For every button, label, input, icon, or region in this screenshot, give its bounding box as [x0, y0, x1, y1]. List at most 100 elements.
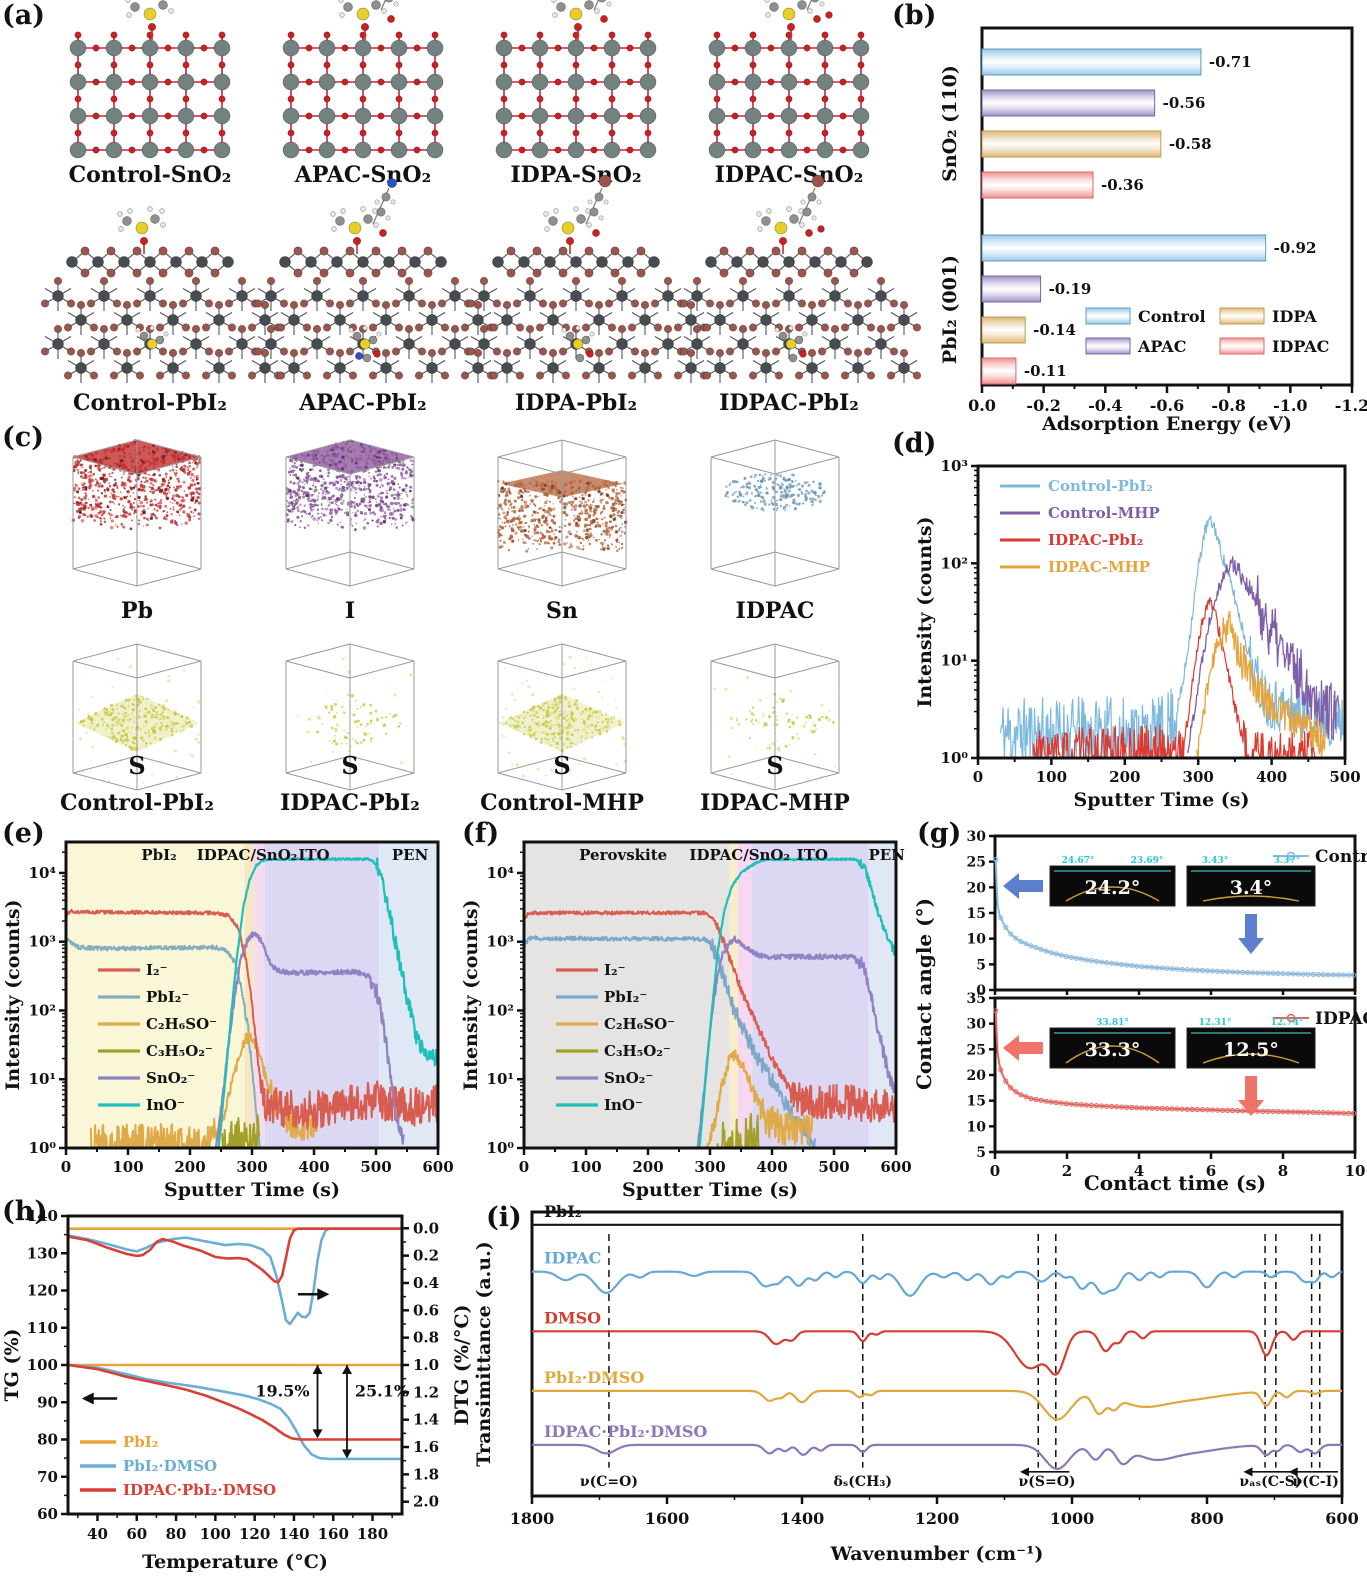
- y-tick-label: 25: [967, 1042, 986, 1058]
- x-tick-label: 500: [360, 1158, 391, 1176]
- vibration-mode-label: νₐₛ(C-S): [1239, 1474, 1301, 1490]
- panel-f-chart: 0 100 200 300 400 500 600 10⁰ 10¹ 10² 10³ 10⁴ Sputte…: [460, 840, 912, 1201]
- panel-f: (f) 0 100 200 300 400 500 600 10⁰ 10¹ 10² 10³ 10⁴ Sp…: [460, 818, 915, 1201]
- panel-g-label: (g): [917, 818, 962, 849]
- structure-idpac-SnO2: [708, 0, 870, 159]
- legend-label: IDPAC·PbI₂·DMSO: [123, 1481, 276, 1499]
- x-tick-label: 600: [880, 1158, 911, 1176]
- y-tick-label: 10: [967, 932, 987, 948]
- x-tick-label: 500: [818, 1158, 849, 1176]
- region-band: [524, 842, 730, 1148]
- region-label: ITO: [298, 846, 329, 864]
- y-tick-label: 10³: [941, 457, 968, 475]
- element-label: S: [128, 751, 145, 780]
- apt-box-S-IDPAC-PbI₂: [285, 643, 415, 791]
- series-I₂⁻: [65, 908, 439, 1130]
- panel-h-label: (h): [2, 1196, 48, 1227]
- left-arrow: [1003, 1035, 1043, 1061]
- y-tick-label: 5: [976, 1145, 986, 1161]
- region-label: PEN: [392, 846, 429, 864]
- structure-caption: IDPAC-PbI₂: [719, 390, 859, 416]
- apt-box-I: [285, 439, 415, 587]
- vibration-mode-label: ν(C-I): [1292, 1474, 1338, 1490]
- panel-i-chart: PbI₂ IDPAC DMSO PbI₂·DMSO IDPAC·PbI₂·DMSO 180…: [473, 1202, 1359, 1565]
- x-tick-label: -0.8: [1211, 396, 1245, 415]
- structure-idpa-SnO2: [495, 0, 657, 159]
- panel-i-label: (i): [486, 1202, 522, 1233]
- series-PbI₂·DMSO-DTG: [67, 1227, 402, 1326]
- x-tick-label: 0.0: [968, 396, 996, 415]
- apt-box-Pb: [71, 439, 202, 587]
- y-tick-label: 15: [967, 906, 986, 922]
- structure-caption: Control-SnO₂: [69, 162, 232, 188]
- y-tick-label: 10¹: [29, 1070, 56, 1088]
- legend-label: I₂⁻: [146, 961, 168, 979]
- legend-label: SnO₂⁻: [604, 1069, 653, 1087]
- y-tick-label: 10⁰: [487, 1139, 515, 1157]
- legend-label: C₃H₅O₂⁻: [604, 1042, 671, 1060]
- x-tick-label: -0.4: [1088, 396, 1122, 415]
- element-label: S: [553, 751, 570, 780]
- bar-value: -0.58: [1169, 135, 1212, 153]
- region-label: IDPAC/SnO₂: [197, 846, 298, 864]
- measured-angle-label: 3.37°: [1274, 856, 1300, 866]
- x-tick-label: 200: [1109, 768, 1140, 786]
- panel-h: (h) 40 60 80 100 120 140 160 180 60 70 80 90 100 110 1…: [0, 1196, 505, 1581]
- panel-a-figure: Control-SnO₂ APAC-SnO₂ IDPA-SnO₂ IDPAC-SnO₂…: [40, 0, 922, 416]
- x-tick-label: 0: [973, 768, 983, 786]
- legend-label: Control-PbI₂: [1048, 477, 1153, 495]
- x-tick-label: 400: [1256, 768, 1287, 786]
- structure-caption: APAC-SnO₂: [294, 162, 431, 188]
- legend-label: IDPAC: [1272, 337, 1329, 356]
- bar-value: -0.11: [1024, 362, 1067, 380]
- structure-caption: Control-PbI₂: [73, 390, 227, 416]
- y-tick-label: 90: [37, 1393, 58, 1411]
- region-label: ITO: [797, 846, 828, 864]
- sample-caption: Control-MHP: [480, 790, 644, 816]
- trace-label: IDPAC·PbI₂·DMSO: [544, 1422, 707, 1441]
- x-tick-label: 140: [278, 1525, 309, 1543]
- x-axis-label: Sputter Time (s): [164, 1179, 340, 1201]
- bar-IDPA: [981, 316, 1026, 344]
- structure-control-SnO2: [69, 0, 231, 159]
- y-tick-label: 120: [27, 1282, 58, 1300]
- x-tick-label: 300: [1183, 768, 1214, 786]
- series-SnO₂⁻: [696, 935, 898, 1148]
- panel-g-chart: 051015202530Control24.67°23.69°24.2°3.43…: [912, 829, 1367, 1195]
- trace-label: DMSO: [544, 1308, 601, 1327]
- series-SnO₂⁻: [214, 931, 405, 1147]
- y-tick-label: 10: [967, 1119, 987, 1135]
- contact-angle-value: 24.2°: [1085, 877, 1141, 899]
- region-band: [244, 842, 254, 1148]
- series-PbI₂⁻: [65, 937, 262, 1149]
- element-label: IDPAC: [736, 598, 815, 624]
- adsorbed-molecule-topview: [561, 325, 595, 363]
- element-label: S: [766, 751, 783, 780]
- panel-d: (d) 0 100 200 300 400 500 10⁰ 10¹ 10² 10³ Sputter …: [890, 428, 1367, 818]
- panel-d-chart: 0 100 200 300 400 500 10⁰ 10¹ 10² 10³ Sputter Time…: [914, 457, 1361, 811]
- bar-value: -0.56: [1163, 94, 1206, 112]
- x-tick-label: 2: [1062, 1162, 1072, 1180]
- contact-angle-value: 12.5°: [1223, 1039, 1279, 1061]
- legend-label: IDPAC-PbI₂: [1048, 531, 1143, 549]
- legend-label: APAC: [1137, 337, 1186, 356]
- y-tick-label-right: 0.6: [413, 1301, 439, 1319]
- x-tick-label: 300: [694, 1158, 725, 1176]
- legend-label: C₃H₅O₂⁻: [146, 1042, 213, 1060]
- panel-a: (a) Control-SnO₂ APAC-SnO₂ IDPA-SnO₂ IDPAC-…: [0, 0, 922, 420]
- structure-control-PbI2: [40, 206, 283, 383]
- panel-c-label: (c): [2, 422, 44, 453]
- series-IDPAC·PbI₂·DMSO-TG: [67, 1363, 402, 1441]
- region-band: [253, 842, 265, 1148]
- measured-angle-label: 33.81°: [1096, 1018, 1129, 1028]
- legend-label: PbI₂·DMSO: [123, 1457, 217, 1475]
- y-tick-label: 15: [967, 1094, 986, 1110]
- trace-label: IDPAC: [544, 1249, 601, 1268]
- measured-angle-label: 12.31°: [1199, 1018, 1232, 1028]
- x-tick-label: 100: [112, 1158, 143, 1176]
- apt-box-Sn: [496, 439, 628, 587]
- series-PbI₂⁻: [523, 935, 817, 1149]
- left-arrow: [1003, 873, 1043, 899]
- region-label: PEN: [868, 846, 905, 864]
- panel-b-chart: 0.0 -0.2 -0.4 -0.6 -0.8 -1.0 -1.2 Adsorption En…: [939, 26, 1367, 435]
